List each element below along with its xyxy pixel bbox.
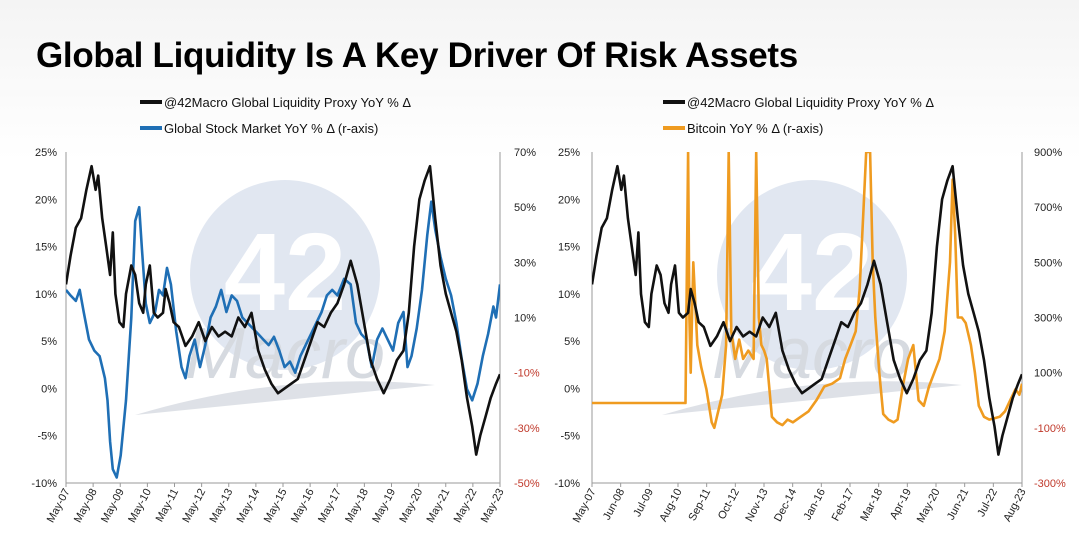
x-tick-label: Jul-22	[975, 487, 1000, 519]
x-tick-label: Mar-18	[858, 487, 885, 523]
x-tick-label: May-22	[452, 487, 480, 525]
left-tick-label: 0%	[564, 383, 580, 395]
watermark-word: Macro	[185, 314, 385, 394]
left-tick-label: -10%	[554, 478, 580, 490]
x-tick-label: May-07	[571, 487, 599, 525]
series-line-liquidity	[66, 164, 500, 456]
right-tick-label: -300%	[1034, 478, 1066, 490]
x-tick-label: Feb-17	[830, 487, 857, 523]
x-tick-label: May-19	[370, 487, 398, 525]
left-tick-label: 10%	[558, 289, 580, 301]
x-tick-label: Apr-19	[888, 487, 914, 522]
watermark-swoosh	[662, 381, 962, 415]
x-tick-label: Jul-09	[631, 487, 656, 519]
left-tick-label: 15%	[558, 242, 580, 254]
legend-label: Global Stock Market YoY % Δ (r-axis)	[164, 121, 378, 136]
x-tick-label: Jun-21	[945, 487, 971, 522]
x-tick-label: May-13	[208, 487, 236, 525]
chart-2: 42Macro25%20%15%10%5%0%-5%-10%900%700%50…	[554, 95, 1066, 525]
x-tick-label: May-17	[316, 487, 344, 525]
right-tick-label: 900%	[1034, 147, 1062, 159]
x-tick-label: May-20	[397, 487, 425, 525]
x-tick-label: May-18	[343, 487, 371, 525]
slide-title: Global Liquidity Is A Key Driver Of Risk…	[36, 36, 798, 75]
x-tick-label: Nov-13	[743, 487, 770, 524]
left-tick-label: -10%	[31, 478, 57, 490]
left-tick-label: 25%	[35, 147, 57, 159]
left-tick-label: -5%	[560, 431, 580, 443]
x-tick-label: May-14	[235, 487, 263, 525]
x-tick-label: May-07	[45, 487, 73, 525]
series-line-bitcoin	[592, 152, 1022, 430]
series-line-stock	[66, 200, 500, 479]
x-tick-label: May-10	[126, 487, 154, 525]
legend-label: @42Macro Global Liquidity Proxy YoY % Δ	[687, 95, 934, 110]
left-tick-label: 5%	[564, 336, 580, 348]
x-tick-label: May-12	[180, 487, 208, 525]
legend-label: @42Macro Global Liquidity Proxy YoY % Δ	[164, 95, 411, 110]
x-tick-label: Jun-08	[601, 487, 627, 522]
left-tick-label: 10%	[35, 289, 57, 301]
right-tick-label: 50%	[514, 202, 536, 214]
left-tick-label: 15%	[35, 242, 57, 254]
x-tick-label: May-09	[99, 487, 127, 525]
x-tick-label: May-23	[479, 487, 507, 525]
x-tick-label: May-20	[915, 487, 943, 525]
right-tick-label: 30%	[514, 257, 536, 269]
x-tick-label: May-15	[262, 487, 290, 525]
x-tick-label: May-21	[425, 487, 453, 525]
x-tick-label: Oct-12	[716, 487, 742, 522]
watermark-number: 42	[224, 211, 346, 334]
left-tick-label: 20%	[558, 194, 580, 206]
x-tick-label: May-16	[289, 487, 317, 525]
right-tick-label: 500%	[1034, 257, 1062, 269]
right-tick-label: 300%	[1034, 313, 1062, 325]
x-tick-label: Aug-23	[1001, 487, 1028, 524]
watermark-circle	[717, 180, 907, 370]
right-tick-label: -10%	[514, 368, 540, 380]
x-tick-label: May-08	[72, 487, 100, 525]
right-tick-label: 70%	[514, 147, 536, 159]
x-tick-label: Sep-11	[686, 487, 713, 523]
right-tick-label: 100%	[1034, 368, 1062, 380]
series-line-liquidity	[592, 164, 1022, 456]
right-tick-label: -30%	[514, 423, 540, 435]
legend-label: Bitcoin YoY % Δ (r-axis)	[687, 121, 823, 136]
chart-1: 42Macro 25% 20% 15% 10% 5% 0% -5% -10% 70% 50% 30% 1…	[31, 95, 540, 525]
right-tick-label: 700%	[1034, 202, 1062, 214]
left-tick-label: 20%	[35, 194, 57, 206]
left-tick-label: 25%	[558, 147, 580, 159]
right-tick-label: -100%	[1034, 423, 1066, 435]
x-tick-label: Dec-14	[772, 487, 799, 524]
x-tick-label: May-11	[154, 487, 181, 524]
left-tick-label: 0%	[41, 383, 57, 395]
right-tick-label: 10%	[514, 313, 536, 325]
left-tick-label: -5%	[37, 431, 57, 443]
right-tick-label: -50%	[514, 478, 540, 490]
x-tick-label: Jan-16	[802, 487, 828, 522]
watermark-swoosh	[135, 381, 435, 415]
x-tick-label: Aug-10	[657, 487, 684, 524]
left-tick-label: 5%	[41, 336, 57, 348]
